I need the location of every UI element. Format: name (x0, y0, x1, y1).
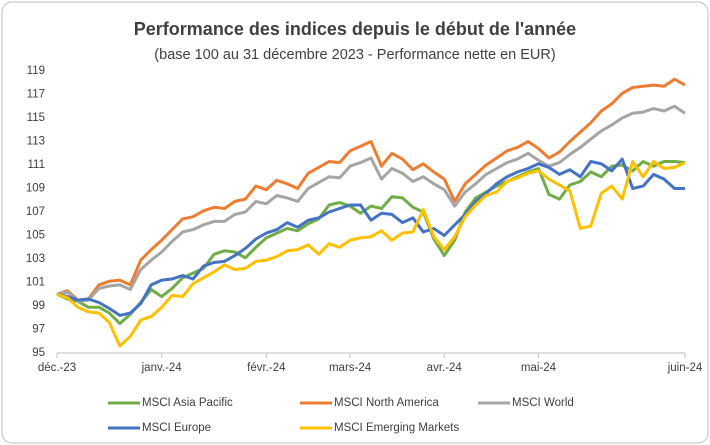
y-tick-label: 113 (27, 136, 45, 148)
legend-label: MSCI World (512, 397, 574, 409)
series-line (56, 160, 686, 326)
x-tick-label: juin-24 (667, 362, 703, 374)
y-tick-label: 99 (32, 300, 45, 312)
x-tick-label: mai-24 (521, 362, 557, 374)
x-tick-label: févr.-24 (247, 362, 286, 374)
chart-title: Performance des indices depuis le début … (134, 19, 576, 39)
series-line (56, 157, 685, 317)
chart-subtitle: (base 100 au 31 décembre 2023 - Performa… (154, 47, 555, 63)
series-line (56, 160, 686, 348)
y-tick-label: 115 (27, 112, 45, 124)
series-line (56, 104, 686, 303)
y-tick-label: 117 (27, 89, 45, 101)
y-tick-label: 107 (26, 206, 45, 218)
y-tick-label: 119 (27, 65, 45, 77)
x-tick-label: avr.-24 (427, 362, 463, 374)
legend-label: MSCI Asia Pacific (142, 397, 233, 409)
legend-label: MSCI Europe (142, 422, 211, 434)
y-tick-label: 95 (32, 347, 45, 359)
legend-label: MSCI North America (334, 397, 439, 409)
x-tick-label: déc.-23 (38, 362, 76, 374)
y-tick-label: 101 (26, 277, 45, 289)
y-tick-label: 103 (26, 253, 45, 265)
y-tick-label: 105 (26, 230, 45, 242)
legend-label: MSCI Emerging Markets (334, 422, 460, 434)
y-tick-label: 109 (26, 183, 45, 195)
y-tick-label: 97 (32, 324, 45, 336)
x-tick-label: mars-24 (329, 362, 372, 374)
x-tick-label: janv.-24 (141, 362, 183, 374)
y-tick-label: 111 (28, 159, 45, 171)
series-line (56, 77, 686, 302)
